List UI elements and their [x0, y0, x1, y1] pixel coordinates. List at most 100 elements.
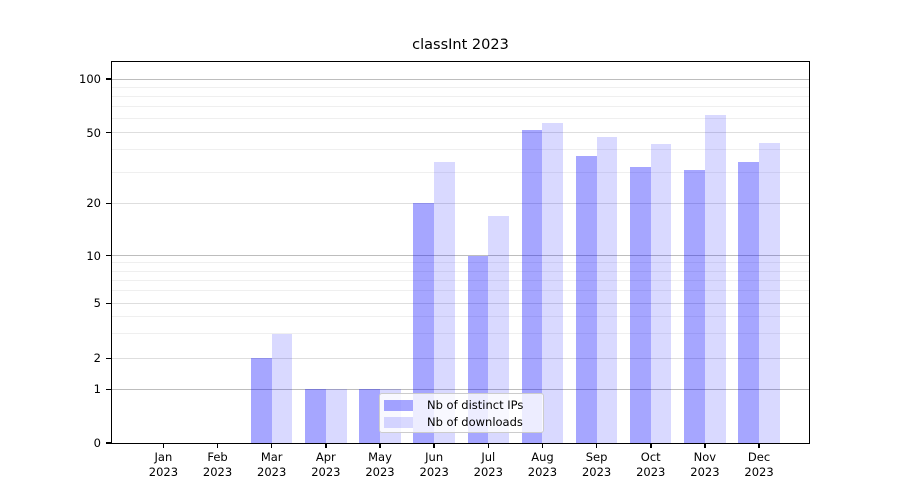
y-tick-label-1: 1	[93, 382, 101, 397]
legend-label-distinct-ips: Nb of distinct IPs	[427, 398, 524, 412]
legend: Nb of distinct IPs Nb of downloads	[379, 393, 544, 433]
y-tick-mark-0	[106, 442, 111, 444]
y-tick-label-0: 0	[93, 436, 101, 450]
x-tick-label-mar: Mar 2023	[242, 450, 302, 480]
x-tick-month: Jul	[481, 450, 496, 464]
gridline-y-4	[112, 316, 809, 318]
gridline-y-40	[112, 149, 809, 151]
gridline-y-100	[112, 78, 809, 80]
distinct-ips-bar-sep	[575, 155, 597, 443]
x-tick-label-sep: Sep 2023	[567, 450, 627, 480]
y-tick-label-5: 5	[93, 296, 101, 311]
x-tick-label-jul: Jul 2023	[458, 450, 518, 480]
distinct-ips-bar-aug	[521, 129, 543, 443]
x-tick-mark-sep	[595, 443, 598, 448]
x-tick-mark-aug	[541, 443, 544, 448]
x-tick-month: Nov	[693, 450, 717, 464]
x-tick-label-nov: Nov 2023	[675, 450, 735, 480]
x-tick-year: 2023	[311, 465, 341, 479]
gridline-y-6	[112, 290, 809, 292]
x-tick-year: 2023	[581, 465, 612, 479]
x-tick-year: 2023	[744, 465, 774, 479]
downloads-bar-dec	[759, 142, 780, 443]
gridline-y-3	[112, 333, 809, 335]
y-tick-label-20: 20	[86, 196, 101, 211]
y-tick-mark-100	[106, 78, 111, 80]
gridline-y-50	[112, 132, 809, 134]
x-tick-mark-nov	[704, 443, 706, 448]
downloads-bar-nov	[704, 114, 726, 443]
x-tick-label-oct: Oct 2023	[621, 450, 681, 480]
x-tick-month: Aug	[531, 450, 554, 464]
x-tick-month: Jun	[425, 450, 444, 464]
downloads-bar-aug	[542, 122, 564, 443]
x-tick-month: Jan	[154, 450, 173, 464]
distinct-ips-bar-oct	[630, 167, 651, 443]
gridline-y-70	[112, 106, 809, 108]
x-tick-mark-feb	[216, 443, 219, 448]
distinct-ips-bar-may	[359, 389, 380, 443]
gridline-y-2	[112, 357, 809, 359]
x-tick-month: Oct	[640, 450, 661, 464]
x-tick-month: May	[368, 450, 392, 464]
x-tick-label-apr: Apr 2023	[296, 450, 356, 480]
y-tick-label-2: 2	[93, 351, 101, 366]
chart-title: classInt 2023	[412, 37, 509, 53]
gridline-y-90	[112, 86, 809, 88]
x-tick-label-jan: Jan 2023	[133, 450, 193, 480]
gridline-y-30	[112, 171, 809, 173]
x-tick-mark-jul	[487, 443, 490, 448]
gridline-y-8	[112, 270, 809, 272]
x-tick-mark-jun	[433, 443, 435, 448]
x-tick-year: 2023	[636, 465, 666, 479]
y-tick-label-50: 50	[86, 125, 101, 140]
x-tick-year: 2023	[148, 465, 179, 479]
x-tick-month: Apr	[315, 450, 336, 464]
x-tick-month: Dec	[747, 450, 771, 464]
y-tick-label-10: 10	[86, 248, 101, 263]
x-tick-month: Feb	[207, 450, 228, 464]
legend-item-downloads: Nb of downloads	[384, 414, 537, 431]
distinct-ips-bar-apr	[305, 389, 326, 443]
legend-label-downloads: Nb of downloads	[427, 415, 523, 429]
legend-swatch-downloads	[384, 417, 413, 428]
x-tick-label-feb: Feb 2023	[188, 450, 248, 480]
x-tick-year: 2023	[690, 465, 720, 479]
x-tick-year: 2023	[365, 465, 395, 479]
gridline-y-1	[112, 388, 809, 390]
x-tick-label-may: May 2023	[350, 450, 410, 480]
gridline-y-20	[112, 202, 809, 204]
x-tick-mark-dec	[758, 443, 760, 448]
downloads-bar-jun	[434, 162, 455, 443]
x-tick-year: 2023	[202, 465, 233, 479]
y-tick-mark-50	[106, 131, 111, 134]
x-tick-month: Sep	[585, 450, 608, 464]
y-tick-mark-1	[106, 388, 111, 391]
distinct-ips-bar-jun	[413, 203, 435, 443]
downloads-bar-mar	[271, 333, 293, 443]
gridline-y-10	[112, 255, 809, 257]
x-tick-mark-oct	[649, 443, 652, 448]
downloads-bar-sep	[596, 137, 618, 443]
x-tick-mark-mar	[270, 443, 273, 448]
x-tick-label-dec: Dec 2023	[729, 450, 789, 480]
y-tick-mark-10	[106, 254, 111, 257]
gridline-y-7	[112, 279, 809, 281]
distinct-ips-bar-mar	[251, 358, 272, 443]
y-tick-mark-20	[106, 202, 111, 205]
y-tick-label-100: 100	[79, 72, 101, 86]
downloads-bar-jul	[488, 215, 509, 443]
y-tick-mark-5	[106, 302, 111, 305]
x-tick-year: 2023	[257, 465, 287, 479]
x-tick-mark-jan	[162, 443, 165, 448]
x-tick-month: Mar	[260, 450, 283, 464]
distinct-ips-bar-dec	[738, 162, 760, 443]
legend-swatch-distinct-ips	[384, 400, 413, 411]
x-tick-label-jun: Jun 2023	[404, 450, 464, 480]
x-tick-year: 2023	[419, 465, 449, 479]
plot-area: Nb of distinct IPs Nb of downloads	[112, 62, 809, 443]
y-tick-mark-2	[106, 357, 111, 360]
gridline-y-80	[112, 95, 809, 97]
x-tick-mark-may	[379, 443, 381, 448]
